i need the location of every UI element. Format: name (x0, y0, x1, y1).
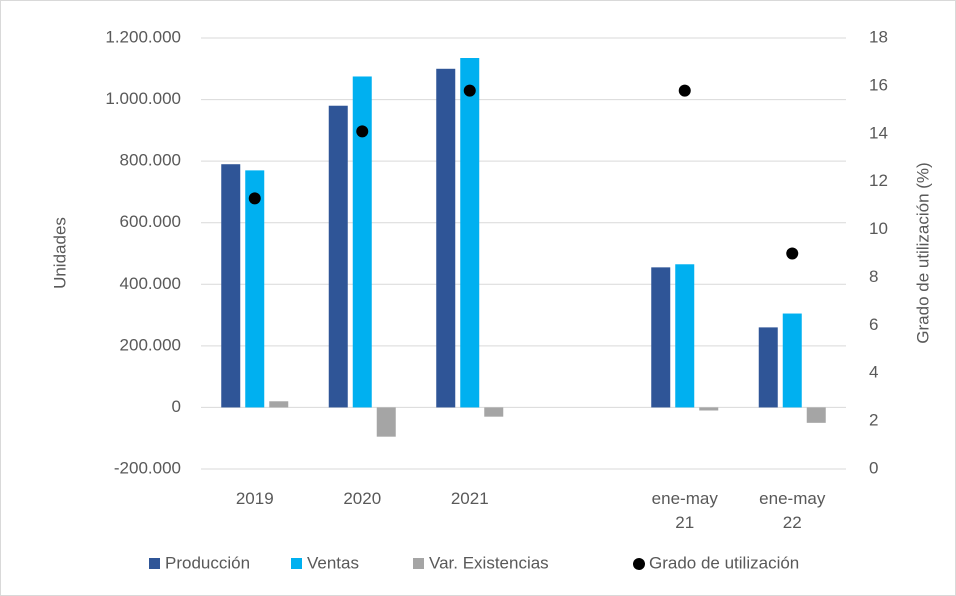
legend-label: Producción (165, 553, 250, 572)
bar (352, 76, 372, 408)
y2-tick-label: 10 (869, 219, 888, 238)
dot (463, 84, 476, 97)
bar (269, 401, 289, 408)
y2-axis-label: Grado de utilización (%) (913, 162, 932, 343)
y2-tick-label: 4 (869, 363, 878, 382)
legend-label: Grado de utilización (649, 553, 799, 572)
y-tick-label: 400.000 (120, 274, 181, 293)
x-tick-label: 2021 (450, 489, 489, 508)
bar (651, 267, 671, 408)
y-tick-label: 0 (172, 397, 181, 416)
x-tick-label: ene-may 21 (651, 489, 718, 532)
y2-tick-label: 18 (869, 27, 888, 46)
legend-label: Var. Existencias (429, 553, 549, 572)
dot (248, 192, 261, 205)
x-tick-label: 2020 (343, 489, 382, 508)
legend-marker (633, 558, 645, 570)
legend-marker (149, 558, 160, 569)
y2-tick-label: 2 (869, 411, 878, 430)
legend-marker (291, 558, 302, 569)
bar (460, 58, 480, 408)
dot (786, 247, 799, 260)
legend-label: Ventas (307, 553, 359, 572)
bar (436, 68, 456, 408)
bar (484, 407, 504, 417)
y-tick-label: -200.000 (114, 458, 181, 477)
bar (758, 327, 778, 408)
x-tick-label: ene-may 22 (759, 489, 826, 532)
bar (221, 164, 241, 408)
y2-tick-label: 0 (869, 458, 878, 477)
y-tick-label: 1.000.000 (105, 89, 181, 108)
y2-tick-label: 14 (869, 123, 888, 142)
y-tick-label: 1.200.000 (105, 27, 181, 46)
y2-tick-label: 8 (869, 267, 878, 286)
y-axis-label: Unidades (50, 217, 69, 289)
y2-tick-label: 16 (869, 75, 888, 94)
x-tick-label: 2019 (235, 489, 274, 508)
bar (376, 407, 396, 437)
y2-tick-label: 6 (869, 315, 878, 334)
bar (782, 313, 802, 408)
dot (678, 84, 691, 97)
bar (675, 264, 695, 408)
y-tick-label: 600.000 (120, 212, 181, 231)
y-tick-label: 200.000 (120, 335, 181, 354)
bar (699, 407, 719, 411)
bar (328, 105, 348, 408)
legend-marker (413, 558, 424, 569)
dot (356, 125, 369, 138)
bar (245, 170, 265, 408)
bar (806, 407, 826, 423)
y-tick-label: 800.000 (120, 151, 181, 170)
y2-tick-label: 12 (869, 171, 888, 190)
